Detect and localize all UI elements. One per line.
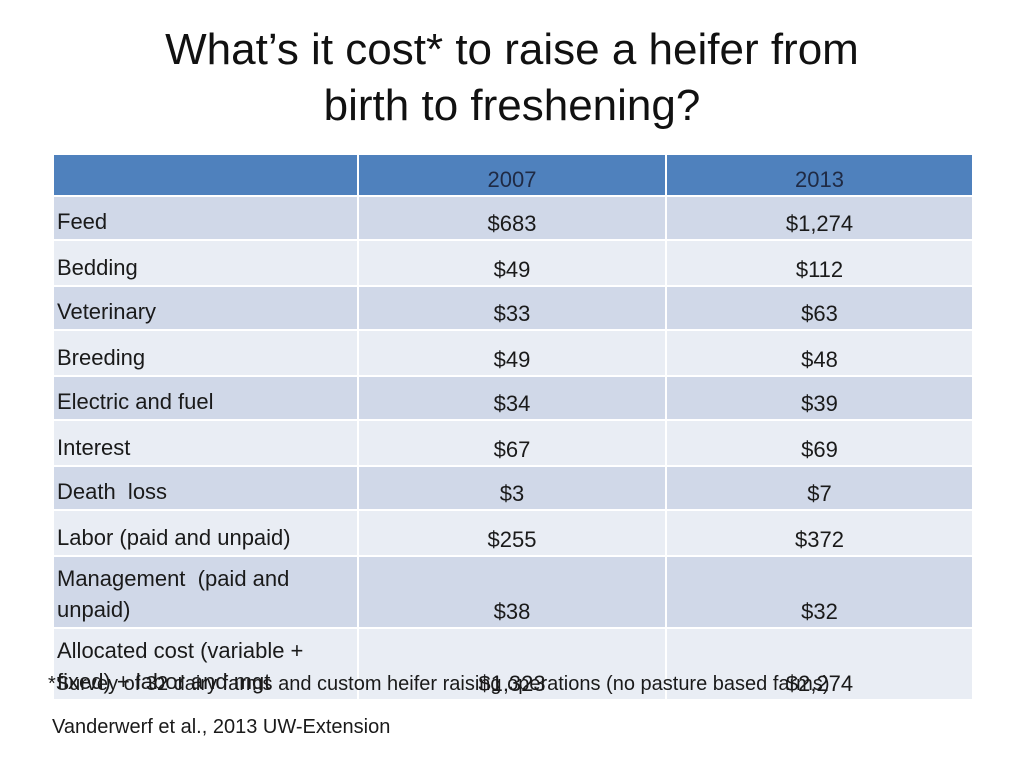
row-label-line-2: fixed) + labor and mgt <box>57 669 271 694</box>
row-label: Management (paid and unpaid) <box>52 555 359 629</box>
table-row: Allocated cost (variable + fixed) + labo… <box>52 627 974 701</box>
value-2013: $372 <box>665 509 974 557</box>
row-label: Feed <box>52 195 359 241</box>
slide-title-line-2: birth to freshening? <box>323 81 701 130</box>
value-2013: $39 <box>665 375 974 421</box>
value-2007: $49 <box>357 329 667 377</box>
row-label: Interest <box>52 419 359 467</box>
row-label: Allocated cost (variable + fixed) + labo… <box>52 627 359 701</box>
row-label: Breeding <box>52 329 359 377</box>
table-row: Feed $683 $1,274 <box>52 195 974 241</box>
table-row: Management (paid and unpaid) $38 $32 <box>52 555 974 629</box>
header-cell-2007: 2007 <box>357 153 667 197</box>
value-2007: $1,323 <box>357 627 667 701</box>
value-2007: $67 <box>357 419 667 467</box>
value-2007: $34 <box>357 375 667 421</box>
row-label-line-1: Management (paid and <box>57 566 290 591</box>
table-row: Death loss $3 $7 <box>52 465 974 511</box>
table-header-row: 2007 2013 <box>52 153 974 197</box>
table-row: Veterinary $33 $63 <box>52 285 974 331</box>
survey-footnote: *Survey of 32 dairy farms and custom hei… <box>48 673 830 695</box>
value-2013: $69 <box>665 419 974 467</box>
table-row: Interest $67 $69 <box>52 419 974 467</box>
value-2013: $112 <box>665 239 974 287</box>
value-2007: $49 <box>357 239 667 287</box>
row-label: Electric and fuel <box>52 375 359 421</box>
value-2007: $3 <box>357 465 667 511</box>
row-label: Bedding <box>52 239 359 287</box>
row-label: Veterinary <box>52 285 359 331</box>
row-label-line-1: Allocated cost (variable + <box>57 638 304 663</box>
value-2013: $1,274 <box>665 195 974 241</box>
value-2013: $63 <box>665 285 974 331</box>
slide-title: What’s it cost* to raise a heifer from b… <box>0 22 1024 134</box>
row-label: Death loss <box>52 465 359 511</box>
header-cell-2013: 2013 <box>665 153 974 197</box>
value-2007: $255 <box>357 509 667 557</box>
table-row: Labor (paid and unpaid) $255 $372 <box>52 509 974 557</box>
table-row: Breeding $49 $48 <box>52 329 974 377</box>
row-label-line-2: unpaid) <box>57 597 131 622</box>
value-2013: $2,274 <box>665 627 974 701</box>
value-2013: $7 <box>665 465 974 511</box>
source-citation: Vanderwerf et al., 2013 UW-Extension <box>52 716 391 738</box>
cost-table: 2007 2013 Feed $683 $1,274 Bedding $49 $… <box>52 153 974 701</box>
row-label: Labor (paid and unpaid) <box>52 509 359 557</box>
value-2007: $33 <box>357 285 667 331</box>
value-2013: $48 <box>665 329 974 377</box>
table-row: Electric and fuel $34 $39 <box>52 375 974 421</box>
value-2007: $38 <box>357 555 667 629</box>
value-2013: $32 <box>665 555 974 629</box>
value-2007: $683 <box>357 195 667 241</box>
header-cell-empty <box>52 153 359 197</box>
slide-title-line-1: What’s it cost* to raise a heifer from <box>165 25 859 74</box>
table-row: Bedding $49 $112 <box>52 239 974 287</box>
